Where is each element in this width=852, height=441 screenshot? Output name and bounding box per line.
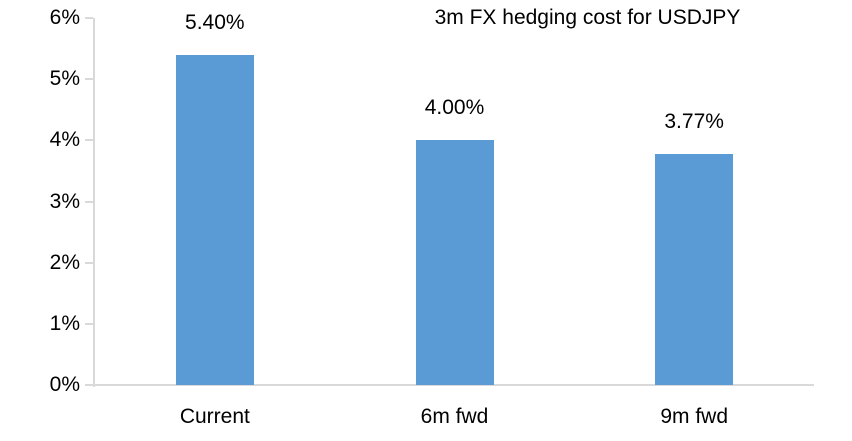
bar-value-label: 5.40% (185, 10, 245, 34)
y-axis-line (93, 18, 95, 387)
bar-value-label: 4.00% (424, 96, 485, 120)
bar (175, 54, 254, 385)
y-tick-label: 1% (49, 311, 80, 335)
y-tick-mark (85, 139, 93, 142)
y-tick-mark (85, 384, 93, 386)
y-tick-label: 6% (49, 6, 80, 29)
y-tick-mark (85, 261, 93, 264)
x-category-label: 9m fwd (660, 405, 728, 428)
y-tick-label: 3% (49, 189, 80, 213)
bar (415, 140, 494, 385)
y-tick-label: 2% (49, 250, 80, 274)
y-tick-mark (85, 200, 93, 203)
x-category-label: Current (179, 405, 250, 428)
x-axis-line (93, 384, 814, 386)
y-tick-label: 4% (49, 128, 80, 152)
bar (655, 154, 734, 385)
chart-title: 3m FX hedging cost for USDJPY (434, 6, 741, 29)
y-tick-mark (85, 78, 93, 81)
y-tick-label: 5% (49, 67, 80, 91)
y-tick-mark (85, 322, 93, 325)
y-tick-mark (85, 17, 93, 19)
bar-value-label: 3.77% (664, 110, 724, 134)
x-category-label: 6m fwd (420, 405, 489, 428)
y-tick-label: 0% (49, 373, 80, 396)
